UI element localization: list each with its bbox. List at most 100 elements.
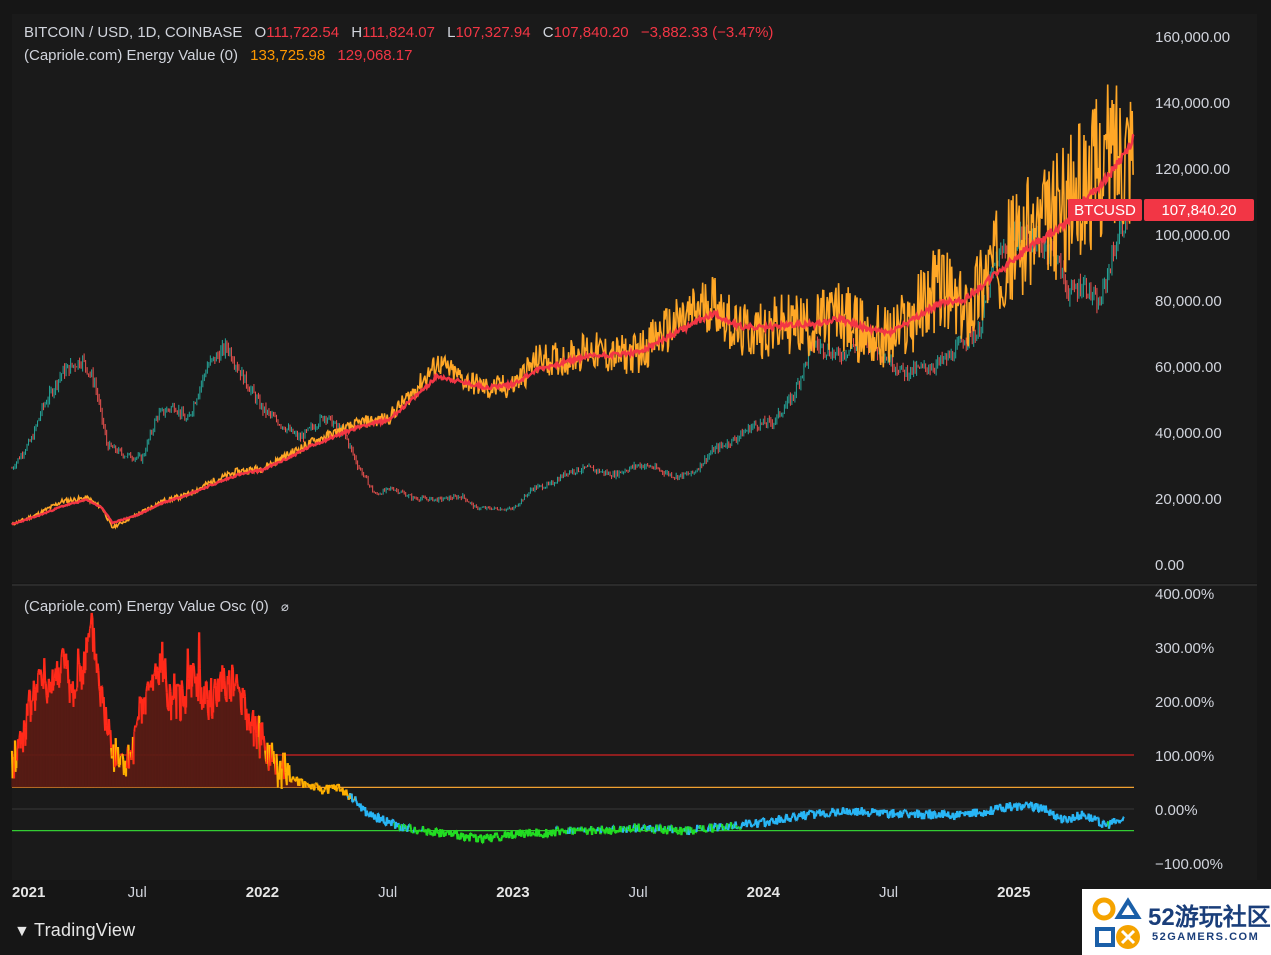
osc-line-segment xyxy=(524,830,527,835)
osc-line-segment xyxy=(197,632,201,669)
tradingview-icon: ▼ xyxy=(14,923,31,940)
high-value: 111,824.07 xyxy=(362,24,435,41)
osc-line-segment xyxy=(1047,810,1050,814)
osc-line-segment xyxy=(628,825,632,832)
osc-line-segment xyxy=(30,700,34,715)
osc-line-segment xyxy=(521,829,524,833)
osc-line-segment xyxy=(284,772,288,780)
osc-line-segment xyxy=(416,830,420,834)
osc-line-segment xyxy=(52,678,56,686)
osc-line-segment xyxy=(388,819,391,823)
change-value: −3,882.33 (−3.47%) xyxy=(640,24,774,41)
osc-line-segment xyxy=(776,817,780,823)
osc-line-segment xyxy=(756,825,760,829)
osc-line-segment xyxy=(900,814,904,818)
osc-line-segment xyxy=(210,677,213,717)
osc-line-segment xyxy=(584,827,588,832)
osc-line-segment xyxy=(906,814,910,817)
osc-line-segment xyxy=(662,829,666,834)
osc-line-segment xyxy=(26,701,30,716)
osc-line-segment xyxy=(75,687,79,692)
osc-line-segment xyxy=(634,827,638,833)
osc-line-segment xyxy=(785,813,789,818)
osc-line-segment xyxy=(793,815,797,821)
osc-line-segment xyxy=(904,809,908,812)
osc-line-segment xyxy=(655,824,659,830)
osc-line-segment xyxy=(455,829,458,832)
osc-line-segment xyxy=(734,821,738,826)
osc-line-segment xyxy=(392,820,396,824)
osc-line-segment xyxy=(451,833,455,837)
osc-line-segment xyxy=(521,831,525,834)
osc-line-segment xyxy=(939,814,943,817)
osc-line-segment xyxy=(496,835,500,839)
osc-line-segment xyxy=(283,752,287,773)
osc-line-segment xyxy=(573,828,577,834)
osc-line-segment xyxy=(561,829,565,832)
osc-axis[interactable]: 400.00% 300.00% 200.00% 100.00% 0.00% −100.00… xyxy=(1155,586,1223,873)
osc-line-segment xyxy=(69,683,73,687)
osc-line-segment xyxy=(155,666,159,671)
osc-line-segment xyxy=(430,831,433,834)
hidden-icon[interactable]: ⌀ xyxy=(280,599,289,614)
osc-line-segment xyxy=(871,807,875,811)
osc-line-segment xyxy=(512,834,515,837)
osc-line-segment xyxy=(602,828,605,832)
osc-line-segment xyxy=(211,712,215,719)
osc-line-segment xyxy=(1103,822,1107,825)
osc-tick-label: 100.00% xyxy=(1155,748,1214,765)
osc-line-segment xyxy=(47,678,51,684)
osc-line-segment xyxy=(998,803,1002,807)
osc-line-segment xyxy=(646,825,650,828)
osc-line-segment xyxy=(989,806,993,813)
ohlc-legend: BITCOIN / USD, 1D, COINBASE O111,722.54 … xyxy=(24,24,775,41)
price-tick-label: 140,000.00 xyxy=(1155,95,1230,112)
symbol-label[interactable]: BITCOIN / USD, 1D, COINBASE xyxy=(24,24,243,41)
osc-line-segment xyxy=(795,819,798,822)
osc-line-segment xyxy=(411,831,415,834)
osc-line-segment xyxy=(1101,820,1105,828)
osc-line-segment xyxy=(999,806,1003,811)
osc-line-segment xyxy=(394,821,398,826)
osc-line-segment xyxy=(938,815,942,819)
osc-line-segment xyxy=(666,828,670,835)
osc-line-segment xyxy=(477,835,481,838)
osc-line-segment xyxy=(14,767,18,773)
osc-line-segment xyxy=(612,825,616,832)
osc-line-segment xyxy=(981,814,985,818)
osc-line-segment xyxy=(290,779,294,783)
osc-line-segment xyxy=(263,742,267,751)
osc-line-segment xyxy=(190,686,194,698)
osc-line-segment xyxy=(899,810,902,813)
price-axis[interactable]: 160,000.00 140,000.00 120,000.00 100,000.00… xyxy=(1155,29,1230,574)
osc-line-segment xyxy=(39,669,43,675)
osc-line-segment xyxy=(707,825,711,828)
osc-line-segment xyxy=(902,809,905,815)
osc-indicator-label[interactable]: (Capriole.com) Energy Value Osc (0) xyxy=(24,598,269,615)
osc-line-segment xyxy=(306,782,309,785)
osc-line-segment xyxy=(152,672,156,677)
watermark-logo-icon xyxy=(1092,897,1142,949)
osc-line-segment xyxy=(44,683,48,696)
osc-line-segment xyxy=(748,820,752,824)
tradingview-logo[interactable]: ▼ TradingView xyxy=(14,920,135,941)
osc-line-segment xyxy=(1016,804,1020,811)
osc-line-segment xyxy=(822,810,826,815)
osc-line-segment xyxy=(269,749,273,766)
osc-line-segment xyxy=(967,810,971,816)
watermark-subtitle: 52GAMERS.COM xyxy=(1152,931,1260,943)
osc-line-segment xyxy=(121,753,125,760)
osc-series xyxy=(10,612,1125,845)
main-plot-area[interactable] xyxy=(12,14,1257,583)
osc-line-segment xyxy=(1107,824,1111,829)
osc-tick-label: 0.00% xyxy=(1155,802,1198,819)
osc-line-segment xyxy=(406,827,410,833)
osc-line-segment xyxy=(461,833,465,836)
osc-line-segment xyxy=(518,829,522,834)
energy-indicator-label[interactable]: (Capriole.com) Energy Value (0) xyxy=(24,47,238,64)
osc-line-segment xyxy=(764,823,768,827)
osc-line-segment xyxy=(132,731,136,765)
osc-line-segment xyxy=(24,739,28,746)
time-axis[interactable]: 2021 Jul 2022 Jul 2023 Jul 2024 Jul 2025 xyxy=(12,884,1030,901)
